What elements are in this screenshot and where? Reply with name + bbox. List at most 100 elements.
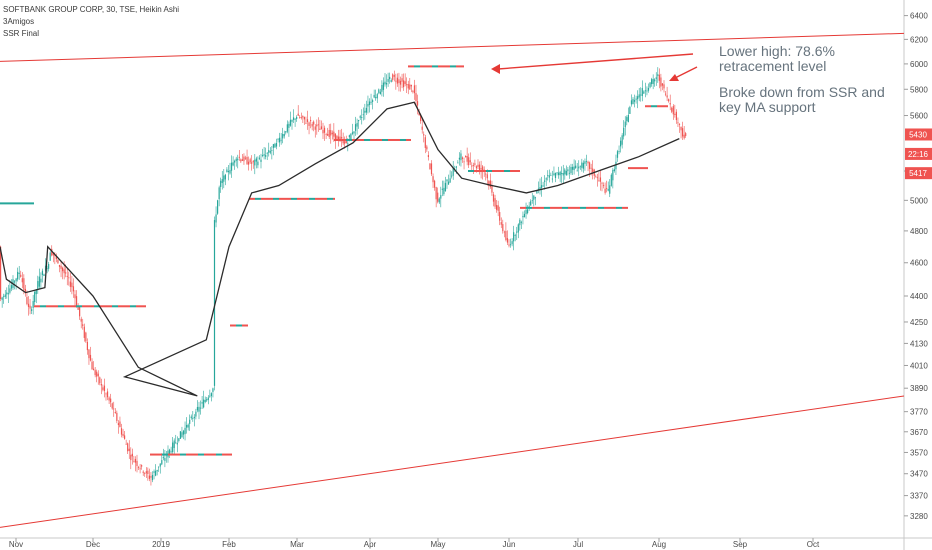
candle-body (595, 176, 597, 178)
candle-body (654, 79, 656, 82)
price-axis[interactable]: 6400620060005800560052005000480046004400… (904, 12, 928, 521)
candle-body (40, 278, 42, 283)
candle-body (486, 174, 488, 179)
candle-body (438, 198, 440, 203)
time-tick-label: Sep (733, 540, 748, 549)
candle-body (347, 143, 349, 145)
candle-body (544, 180, 546, 182)
candle-body (199, 407, 202, 409)
candle-body (162, 457, 164, 459)
candle-body (663, 84, 665, 89)
time-tick-label: May (430, 540, 445, 549)
candle-body (51, 248, 53, 256)
candle-body (564, 169, 566, 175)
candle-body (344, 141, 346, 144)
time-axis[interactable]: Nov Dec 2019 Feb Mar Apr May Jun Jul Aug Sep Oct (9, 538, 820, 549)
candle-body (668, 99, 670, 102)
candle-body (52, 252, 54, 256)
candle-body (288, 123, 290, 128)
candle-body (292, 117, 295, 120)
candle-body (494, 198, 496, 207)
candle-body (348, 135, 350, 138)
candle-body (268, 150, 270, 153)
candle-body (6, 292, 8, 295)
candle-body (190, 416, 192, 419)
candle-body (38, 276, 40, 287)
candle-body (252, 160, 254, 163)
candle-body (108, 397, 110, 401)
candle-body (629, 106, 631, 114)
plot-area[interactable] (0, 0, 904, 538)
candle-body (10, 285, 13, 289)
candle-body (664, 93, 667, 95)
candle-body (478, 164, 481, 171)
candle-body (150, 476, 152, 478)
candle-body (485, 173, 487, 175)
candle-body (678, 124, 681, 126)
candle-body (602, 185, 605, 186)
candle-body (291, 119, 293, 122)
candle-body (305, 122, 307, 124)
candle-body (41, 270, 44, 275)
candle-body (356, 122, 358, 127)
candle-body (604, 188, 606, 193)
candle-body (97, 373, 99, 377)
candle-body (451, 175, 453, 177)
candle-body (441, 188, 443, 190)
candle-body (170, 451, 172, 453)
candle-body (488, 181, 490, 187)
candle-body (336, 135, 338, 139)
arrow-lower-high-head (491, 64, 500, 74)
candle-body (403, 80, 405, 88)
candle-body (308, 122, 310, 126)
candle-body (643, 91, 645, 94)
indicator-ssr-final[interactable]: SSR Final (3, 29, 40, 38)
candle-body (528, 205, 530, 207)
candle-body (114, 412, 116, 414)
candle-body (530, 201, 532, 206)
candle-body (424, 137, 426, 148)
candle-body (60, 265, 62, 269)
candle-body (221, 179, 223, 184)
candle-body (609, 185, 611, 194)
candle-body (466, 155, 468, 162)
candle-body (468, 157, 470, 166)
candle-body (96, 371, 98, 377)
candle-body (49, 252, 51, 261)
candle-body (616, 151, 619, 158)
candle-body (640, 94, 642, 96)
candle-body (227, 170, 230, 173)
candle-body (80, 318, 82, 322)
candle-body (48, 263, 50, 269)
candle-body (683, 134, 685, 139)
candle-body (319, 128, 321, 130)
time-tick-label: Dec (86, 540, 100, 549)
candle-body (496, 205, 498, 210)
candle-body (607, 188, 609, 191)
candle-body (176, 443, 178, 445)
candle-body (480, 168, 482, 170)
candle-body (230, 162, 233, 171)
candle-body (164, 458, 166, 461)
candle-body (193, 416, 195, 419)
candle-body (351, 132, 354, 134)
candle-body (350, 133, 352, 141)
candle-body (106, 391, 109, 398)
candle-body (389, 76, 391, 80)
candle-body (265, 155, 267, 157)
candle-body (421, 126, 423, 130)
candle-body (32, 301, 34, 308)
candle-body (89, 354, 92, 361)
indicator-3amigos[interactable]: 3Amigos (3, 17, 35, 26)
candle-body (333, 131, 335, 137)
candle-body (550, 175, 552, 176)
candle-body (103, 385, 106, 391)
symbol-title[interactable]: SOFTBANK GROUP CORP, 30, TSE, Heikin Ash… (3, 5, 180, 14)
price-tick-label: 6000 (910, 60, 928, 69)
candle-body (207, 397, 209, 400)
candle-body (110, 398, 112, 403)
candle-body (423, 134, 425, 136)
candle-body (669, 103, 671, 105)
candle-body (449, 178, 451, 183)
